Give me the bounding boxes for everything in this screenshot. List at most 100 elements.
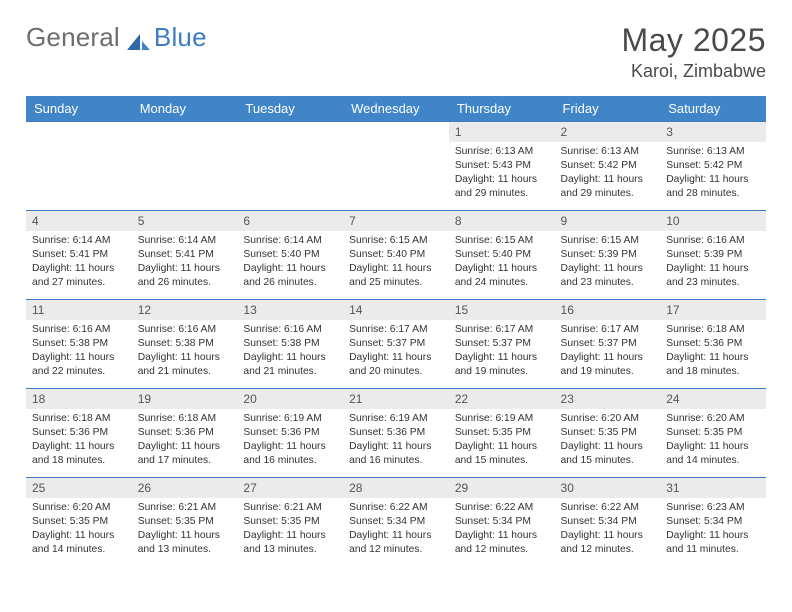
- daylight-line: Daylight: 11 hours and 20 minutes.: [349, 352, 431, 377]
- day-detail: Sunrise: 6:17 AMSunset: 5:37 PMDaylight:…: [449, 320, 555, 381]
- sunset-line: Sunset: 5:35 PM: [32, 516, 108, 527]
- day-detail: Sunrise: 6:14 AMSunset: 5:41 PMDaylight:…: [26, 231, 132, 292]
- sunrise-line: Sunrise: 6:15 AM: [349, 235, 427, 246]
- calendar-body: 1 Sunrise: 6:13 AM Sunset: 5:43 PM Daylight…: [26, 122, 766, 567]
- sunrise-line: Sunrise: 6:17 AM: [455, 324, 533, 335]
- sunset-line: Sunset: 5:42 PM: [666, 160, 742, 171]
- sunrise-line: Sunrise: 6:19 AM: [243, 413, 321, 424]
- daylight-line: Daylight: 11 hours and 23 minutes.: [561, 263, 643, 288]
- daylight-line: Daylight: 11 hours and 16 minutes.: [349, 441, 431, 466]
- sunset-line: Sunset: 5:38 PM: [243, 338, 319, 349]
- calendar-week: 25Sunrise: 6:20 AMSunset: 5:35 PMDayligh…: [26, 478, 766, 567]
- calendar-table: SundayMondayTuesdayWednesdayThursdayFrid…: [26, 96, 766, 567]
- calendar-day: 5Sunrise: 6:14 AMSunset: 5:41 PMDaylight…: [132, 211, 238, 300]
- calendar-day: 10Sunrise: 6:16 AMSunset: 5:39 PMDayligh…: [660, 211, 766, 300]
- day-header: Wednesday: [343, 96, 449, 122]
- sunset-line: Sunset: 5:36 PM: [32, 427, 108, 438]
- daylight-line: Daylight: 11 hours and 21 minutes.: [243, 352, 325, 377]
- calendar-day: 11Sunrise: 6:16 AMSunset: 5:38 PMDayligh…: [26, 300, 132, 389]
- day-detail: Sunrise: 6:22 AMSunset: 5:34 PMDaylight:…: [343, 498, 449, 559]
- day-number: 24: [660, 389, 766, 409]
- day-detail: Sunrise: 6:20 AMSunset: 5:35 PMDaylight:…: [26, 498, 132, 559]
- sunrise-line: Sunrise: 6:16 AM: [138, 324, 216, 335]
- day-detail: Sunrise: 6:23 AMSunset: 5:34 PMDaylight:…: [660, 498, 766, 559]
- sunset-line: Sunset: 5:35 PM: [666, 427, 742, 438]
- daylight-line: Daylight: 11 hours and 15 minutes.: [455, 441, 537, 466]
- calendar-day: 23Sunrise: 6:20 AMSunset: 5:35 PMDayligh…: [555, 389, 661, 478]
- daylight-line: Daylight: 11 hours and 29 minutes.: [561, 174, 643, 199]
- sunrise-line: Sunrise: 6:22 AM: [561, 502, 639, 513]
- sunset-line: Sunset: 5:35 PM: [243, 516, 319, 527]
- day-header: Thursday: [449, 96, 555, 122]
- daylight-line: Daylight: 11 hours and 15 minutes.: [561, 441, 643, 466]
- calendar-day: 24Sunrise: 6:20 AMSunset: 5:35 PMDayligh…: [660, 389, 766, 478]
- day-detail: Sunrise: 6:13 AM Sunset: 5:43 PM Daylight:…: [449, 142, 555, 203]
- daylight-line: Daylight: 11 hours and 14 minutes.: [666, 441, 748, 466]
- daylight-line: Daylight: 11 hours and 23 minutes.: [666, 263, 748, 288]
- daylight-line: Daylight: 11 hours and 28 minutes.: [666, 174, 748, 199]
- day-detail: Sunrise: 6:16 AMSunset: 5:39 PMDaylight:…: [660, 231, 766, 292]
- day-number: 4: [26, 211, 132, 231]
- sunrise-line: Sunrise: 6:18 AM: [138, 413, 216, 424]
- sunset-line: Sunset: 5:34 PM: [561, 516, 637, 527]
- sunrise-line: Sunrise: 6:23 AM: [666, 502, 744, 513]
- sunrise-line: Sunrise: 6:15 AM: [455, 235, 533, 246]
- logo-sail-icon: [125, 28, 151, 48]
- day-number: 12: [132, 300, 238, 320]
- sunrise-line: Sunrise: 6:21 AM: [243, 502, 321, 513]
- day-number: 29: [449, 478, 555, 498]
- sunset-line: Sunset: 5:34 PM: [455, 516, 531, 527]
- daylight-line: Daylight: 11 hours and 27 minutes.: [32, 263, 114, 288]
- daylight-line: Daylight: 11 hours and 22 minutes.: [32, 352, 114, 377]
- daylight-line: Daylight: 11 hours and 21 minutes.: [138, 352, 220, 377]
- sunset-line: Sunset: 5:35 PM: [138, 516, 214, 527]
- calendar-day: 4Sunrise: 6:14 AMSunset: 5:41 PMDaylight…: [26, 211, 132, 300]
- daylight-line: Daylight: 11 hours and 24 minutes.: [455, 263, 537, 288]
- daylight-line: Daylight: 11 hours and 26 minutes.: [243, 263, 325, 288]
- sunset-line: Sunset: 5:36 PM: [349, 427, 425, 438]
- daylight-line: Daylight: 11 hours and 12 minutes.: [349, 530, 431, 555]
- calendar-day: 20Sunrise: 6:19 AMSunset: 5:36 PMDayligh…: [237, 389, 343, 478]
- daylight-line: Daylight: 11 hours and 12 minutes.: [561, 530, 643, 555]
- calendar-day: 3Sunrise: 6:13 AMSunset: 5:42 PMDaylight…: [660, 122, 766, 211]
- day-detail: Sunrise: 6:18 AMSunset: 5:36 PMDaylight:…: [132, 409, 238, 470]
- calendar-header: SundayMondayTuesdayWednesdayThursdayFrid…: [26, 96, 766, 122]
- calendar-week: 11Sunrise: 6:16 AMSunset: 5:38 PMDayligh…: [26, 300, 766, 389]
- sunrise-line: Sunrise: 6:13 AM: [455, 146, 533, 157]
- daylight-line: Daylight: 11 hours and 13 minutes.: [138, 530, 220, 555]
- sunset-line: Sunset: 5:43 PM: [455, 160, 531, 171]
- calendar-day: 8Sunrise: 6:15 AMSunset: 5:40 PMDaylight…: [449, 211, 555, 300]
- day-detail: Sunrise: 6:19 AM Sunset: 5:36 PM Daylight:…: [343, 409, 449, 470]
- day-detail: Sunrise: 6:15 AMSunset: 5:40 PMDaylight:…: [343, 231, 449, 292]
- calendar-day: 18Sunrise: 6:18 AMSunset: 5:36 PMDayligh…: [26, 389, 132, 478]
- daylight-line: Daylight: 11 hours and 29 minutes.: [455, 174, 537, 199]
- sunrise-line: Sunrise: 6:17 AM: [349, 324, 427, 335]
- sunset-line: Sunset: 5:36 PM: [138, 427, 214, 438]
- sunrise-line: Sunrise: 6:15 AM: [561, 235, 639, 246]
- brand-part1: General: [26, 22, 120, 53]
- calendar-day: 31Sunrise: 6:23 AMSunset: 5:34 PMDayligh…: [660, 478, 766, 567]
- sunset-line: Sunset: 5:40 PM: [243, 249, 319, 260]
- sunrise-line: Sunrise: 6:19 AM: [349, 413, 427, 424]
- sunrise-line: Sunrise: 6:16 AM: [243, 324, 321, 335]
- sunrise-line: Sunrise: 6:19 AM: [455, 413, 533, 424]
- day-number: 15: [449, 300, 555, 320]
- daylight-line: Daylight: 11 hours and 19 minutes.: [455, 352, 537, 377]
- sunset-line: Sunset: 5:36 PM: [243, 427, 319, 438]
- sunrise-line: Sunrise: 6:14 AM: [32, 235, 110, 246]
- day-number: 1: [449, 122, 555, 142]
- calendar-day-empty: [26, 122, 132, 211]
- sunrise-line: Sunrise: 6:22 AM: [349, 502, 427, 513]
- day-detail: Sunrise: 6:16 AMSunset: 5:38 PMDaylight:…: [132, 320, 238, 381]
- brand-part2: Blue: [154, 22, 207, 53]
- calendar-day: 7Sunrise: 6:15 AMSunset: 5:40 PMDaylight…: [343, 211, 449, 300]
- day-header: Friday: [555, 96, 661, 122]
- sunrise-line: Sunrise: 6:20 AM: [561, 413, 639, 424]
- daylight-line: Daylight: 11 hours and 16 minutes.: [243, 441, 325, 466]
- day-number: 18: [26, 389, 132, 409]
- day-detail: Sunrise: 6:14 AMSunset: 5:40 PMDaylight:…: [237, 231, 343, 292]
- calendar-week: 4Sunrise: 6:14 AMSunset: 5:41 PMDaylight…: [26, 211, 766, 300]
- day-number: 30: [555, 478, 661, 498]
- day-detail: Sunrise: 6:22 AMSunset: 5:34 PMDaylight:…: [449, 498, 555, 559]
- day-detail: Sunrise: 6:15 AMSunset: 5:40 PMDaylight:…: [449, 231, 555, 292]
